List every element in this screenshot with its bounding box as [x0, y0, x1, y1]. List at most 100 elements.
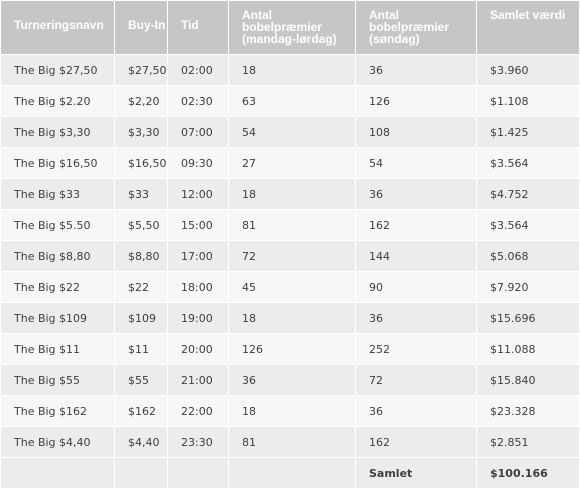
table-row: The Big $5.50 $5,50 15:00 81 162 $3.564	[0, 209, 580, 241]
cell-total-value: $23.328	[476, 395, 580, 427]
cell-bubble-prizes-weekdays: 81	[228, 426, 356, 458]
cell-tournament-name: The Big $22	[0, 271, 115, 303]
table-row: The Big $8,80 $8,80 17:00 72 144 $5.068	[0, 240, 580, 272]
cell-total-value: $4.752	[476, 178, 580, 210]
cell-bubble-prizes-weekdays: 54	[228, 116, 356, 148]
table-row: The Big $2.20 $2,20 02:30 63 126 $1.108	[0, 85, 580, 117]
cell-bubble-prizes-sunday: 126	[355, 85, 477, 117]
cell-bubble-prizes-sunday: 36	[355, 395, 477, 427]
header-total-value: Samlet værdi	[476, 0, 580, 55]
cell-bubble-prizes-sunday: 162	[355, 209, 477, 241]
cell-bubble-prizes-weekdays: 126	[228, 333, 356, 365]
cell-bubble-prizes-sunday: 36	[355, 178, 477, 210]
table-row: The Big $55 $55 21:00 36 72 $15.840	[0, 364, 580, 396]
total-value: $100.166	[476, 457, 580, 489]
cell-bubble-prizes-weekdays: 72	[228, 240, 356, 272]
cell-time: 17:00	[167, 240, 229, 272]
table-row: The Big $109 $109 19:00 18 36 $15.696	[0, 302, 580, 334]
header-time: Tid	[167, 0, 229, 55]
total-label: Samlet	[355, 457, 477, 489]
cell-buy-in: $22	[114, 271, 168, 303]
cell-total-value: $1.425	[476, 116, 580, 148]
cell-buy-in: $16,50	[114, 147, 168, 179]
cell-bubble-prizes-sunday: 72	[355, 364, 477, 396]
cell-bubble-prizes-sunday: 252	[355, 333, 477, 365]
cell-tournament-name: The Big $11	[0, 333, 115, 365]
cell-bubble-prizes-weekdays: 18	[228, 54, 356, 86]
cell-tournament-name: The Big $3,30	[0, 116, 115, 148]
cell-tournament-name: The Big $162	[0, 395, 115, 427]
cell-total-value: $15.840	[476, 364, 580, 396]
cell-buy-in: $2,20	[114, 85, 168, 117]
cell-bubble-prizes-weekdays: 63	[228, 85, 356, 117]
cell-tournament-name: The Big $8,80	[0, 240, 115, 272]
cell-bubble-prizes-sunday: 36	[355, 302, 477, 334]
cell-bubble-prizes-weekdays: 27	[228, 147, 356, 179]
cell-buy-in: $8,80	[114, 240, 168, 272]
header-buy-in: Buy-In	[114, 0, 168, 55]
table-row: The Big $11 $11 20:00 126 252 $11.088	[0, 333, 580, 365]
table-row: The Big $22 $22 18:00 45 90 $7.920	[0, 271, 580, 303]
cell-total-value: $3.564	[476, 147, 580, 179]
total-empty-cell	[114, 457, 168, 489]
table-row: The Big $33 $33 12:00 18 36 $4.752	[0, 178, 580, 210]
cell-total-value: $1.108	[476, 85, 580, 117]
cell-buy-in: $3,30	[114, 116, 168, 148]
cell-total-value: $11.088	[476, 333, 580, 365]
tournament-table: Turneringsnavn Buy-In Tid Antal bobelpræ…	[0, 0, 580, 489]
cell-time: 12:00	[167, 178, 229, 210]
table-body: The Big $27,50 $27,50 02:00 18 36 $3.960…	[0, 54, 580, 489]
table-row: The Big $3,30 $3,30 07:00 54 108 $1.425	[0, 116, 580, 148]
header-tournament-name: Turneringsnavn	[0, 0, 115, 55]
cell-time: 22:00	[167, 395, 229, 427]
table-row: The Big $27,50 $27,50 02:00 18 36 $3.960	[0, 54, 580, 86]
total-row: Samlet $100.166	[0, 457, 580, 489]
table-row: The Big $4,40 $4,40 23:30 81 162 $2.851	[0, 426, 580, 458]
cell-bubble-prizes-weekdays: 18	[228, 302, 356, 334]
cell-tournament-name: The Big $16,50	[0, 147, 115, 179]
header-bubble-prizes-weekdays: Antal bobelpræmier (mandag-lørdag)	[228, 0, 356, 55]
total-empty-cell	[167, 457, 229, 489]
cell-bubble-prizes-weekdays: 18	[228, 395, 356, 427]
cell-time: 15:00	[167, 209, 229, 241]
cell-tournament-name: The Big $109	[0, 302, 115, 334]
cell-bubble-prizes-sunday: 162	[355, 426, 477, 458]
cell-bubble-prizes-weekdays: 36	[228, 364, 356, 396]
cell-tournament-name: The Big $2.20	[0, 85, 115, 117]
cell-time: 07:00	[167, 116, 229, 148]
cell-tournament-name: The Big $27,50	[0, 54, 115, 86]
cell-time: 18:00	[167, 271, 229, 303]
cell-buy-in: $11	[114, 333, 168, 365]
cell-bubble-prizes-weekdays: 18	[228, 178, 356, 210]
cell-total-value: $7.920	[476, 271, 580, 303]
cell-time: 19:00	[167, 302, 229, 334]
cell-buy-in: $33	[114, 178, 168, 210]
cell-time: 23:30	[167, 426, 229, 458]
cell-tournament-name: The Big $33	[0, 178, 115, 210]
cell-buy-in: $4,40	[114, 426, 168, 458]
cell-bubble-prizes-weekdays: 81	[228, 209, 356, 241]
cell-tournament-name: The Big $4,40	[0, 426, 115, 458]
cell-tournament-name: The Big $5.50	[0, 209, 115, 241]
table-header-row: Turneringsnavn Buy-In Tid Antal bobelpræ…	[0, 0, 580, 55]
cell-bubble-prizes-sunday: 36	[355, 54, 477, 86]
cell-tournament-name: The Big $55	[0, 364, 115, 396]
cell-bubble-prizes-sunday: 90	[355, 271, 477, 303]
cell-buy-in: $27,50	[114, 54, 168, 86]
cell-total-value: $3.960	[476, 54, 580, 86]
cell-time: 20:00	[167, 333, 229, 365]
cell-total-value: $15.696	[476, 302, 580, 334]
cell-total-value: $2.851	[476, 426, 580, 458]
header-bubble-prizes-sunday: Antal bobelpræmier (søndag)	[355, 0, 477, 55]
cell-buy-in: $55	[114, 364, 168, 396]
cell-bubble-prizes-sunday: 144	[355, 240, 477, 272]
cell-total-value: $3.564	[476, 209, 580, 241]
cell-total-value: $5.068	[476, 240, 580, 272]
table-row: The Big $16,50 $16,50 09:30 27 54 $3.564	[0, 147, 580, 179]
cell-time: 02:30	[167, 85, 229, 117]
cell-buy-in: $5,50	[114, 209, 168, 241]
total-empty-cell	[0, 457, 115, 489]
total-empty-cell	[228, 457, 356, 489]
cell-bubble-prizes-weekdays: 45	[228, 271, 356, 303]
cell-time: 02:00	[167, 54, 229, 86]
